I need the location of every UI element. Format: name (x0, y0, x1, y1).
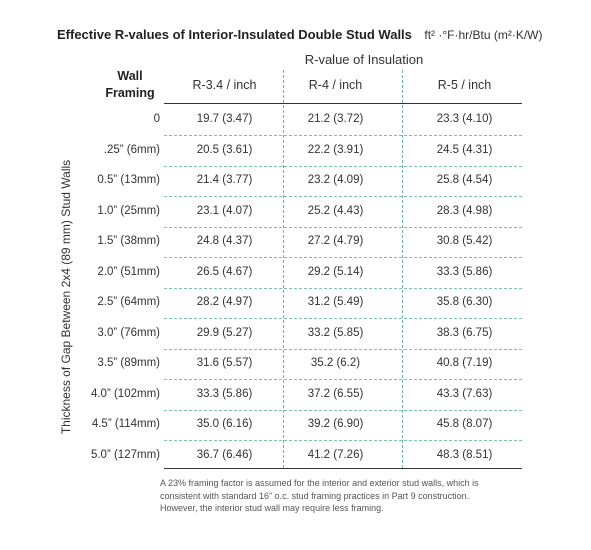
row-label: 1.5” (38mm) (97, 235, 160, 247)
table-cell: 27.2 (4.79) (307, 235, 364, 247)
row-divider (164, 135, 522, 137)
row-divider (164, 379, 522, 381)
row-divider (164, 196, 522, 198)
row-label: 0.5” (13mm) (97, 174, 160, 186)
row-divider (164, 226, 522, 228)
table-cell: 48.3 (8.51) (436, 448, 493, 461)
row-divider (164, 440, 522, 442)
table-cell: 31.2 (5.49) (307, 296, 364, 308)
table-cell: 23.1 (4.07) (196, 204, 253, 217)
units-label: ft² ·°F·hr/Btu (m²·K/W) (424, 28, 543, 42)
footnote-line: A 23% framing factor is assumed for the … (160, 478, 479, 488)
table-cell: 26.5 (4.67) (196, 265, 253, 278)
vertical-axis-label: Thickness of Gap Between 2x4 (89 mm) Stu… (59, 159, 73, 435)
row-divider (164, 348, 522, 350)
table-cell: 20.5 (3.61) (196, 143, 253, 156)
table-cell: 33.3 (5.86) (196, 387, 253, 400)
footnote-line: However, the interior stud wall may requ… (160, 503, 384, 513)
table-cell: 41.2 (7.26) (307, 448, 364, 461)
insulation-group-header: R-value of Insulation (304, 52, 424, 67)
column-header-r34: R-3.4 / inch (192, 78, 257, 92)
header-rule (164, 103, 522, 104)
table-cell: 30.8 (5.42) (436, 235, 493, 247)
row-divider (164, 318, 522, 320)
table-cell: 25.2 (4.43) (307, 204, 364, 217)
row-label: 4.5” (114mm) (91, 418, 160, 430)
table-title: Effective R-values of Interior-Insulated… (57, 27, 412, 42)
table-cell: 39.2 (6.90) (307, 418, 364, 430)
table-cell: 40.8 (7.19) (436, 357, 493, 369)
footnote: A 23% framing factor is assumed for the … (160, 477, 525, 515)
column-header-r4: R-4 / inch (308, 78, 363, 92)
table-cell: 38.3 (6.75) (436, 326, 493, 339)
wall-framing-header-line-2: Framing (105, 86, 155, 100)
table-cell: 25.8 (4.54) (436, 174, 493, 186)
row-divider (164, 257, 522, 259)
table-cell: 35.0 (6.16) (196, 418, 253, 430)
table-cell: 35.2 (6.2) (310, 357, 361, 369)
row-label: 1.0” (25mm) (97, 204, 160, 217)
column-divider (402, 70, 403, 468)
table-cell: 21.4 (3.77) (196, 174, 253, 186)
row-label: 4.0” (102mm) (90, 387, 160, 400)
bottom-rule (164, 468, 522, 469)
row-label: 2.0” (51mm) (97, 265, 160, 278)
table-cell: 33.3 (5.86) (436, 265, 493, 278)
row-divider (164, 287, 522, 289)
table-cell: 23.2 (4.09) (307, 174, 364, 186)
row-label: .25” (6mm) (103, 143, 160, 156)
table-cell: 28.2 (4.97) (196, 296, 253, 308)
table-cell: 29.9 (5.27) (196, 326, 253, 339)
table-cell: 33.2 (5.85) (307, 326, 364, 339)
table-cell: 24.8 (4.37) (196, 235, 253, 247)
table-cell: 22.2 (3.91) (307, 143, 364, 156)
row-label: 0 (153, 113, 160, 125)
row-label: 3.5” (89mm) (97, 357, 160, 369)
table-cell: 37.2 (6.55) (307, 387, 364, 400)
column-header-r5: R-5 / inch (437, 78, 492, 92)
table-cell: 24.5 (4.31) (436, 143, 493, 156)
table-cell: 31.6 (5.57) (196, 357, 253, 369)
table-cell: 19.7 (3.47) (196, 113, 253, 125)
row-label: 5.0” (127mm) (90, 448, 160, 461)
table-cell: 45.8 (8.07) (436, 418, 493, 430)
table-cell: 29.2 (5.14) (307, 265, 364, 278)
wall-framing-header: Wall Framing (96, 68, 164, 102)
table-cell: 36.7 (6.46) (196, 448, 253, 461)
row-divider (164, 409, 522, 411)
column-divider (283, 70, 284, 468)
wall-framing-header-line-1: Wall (117, 69, 143, 83)
table-cell: 21.2 (3.72) (307, 113, 364, 125)
table-cell: 43.3 (7.63) (436, 387, 493, 400)
row-label: 3.0” (76mm) (97, 326, 160, 339)
table-cell: 23.3 (4.10) (436, 113, 493, 125)
table-cell: 28.3 (4.98) (436, 204, 493, 217)
row-label: 2.5” (64mm) (97, 296, 160, 308)
footnote-line: consistent with standard 16” o.c. stud f… (160, 490, 470, 501)
table-cell: 35.8 (6.30) (436, 296, 493, 308)
title-row: Effective R-values of Interior-Insulated… (57, 26, 542, 44)
row-divider (164, 165, 522, 167)
